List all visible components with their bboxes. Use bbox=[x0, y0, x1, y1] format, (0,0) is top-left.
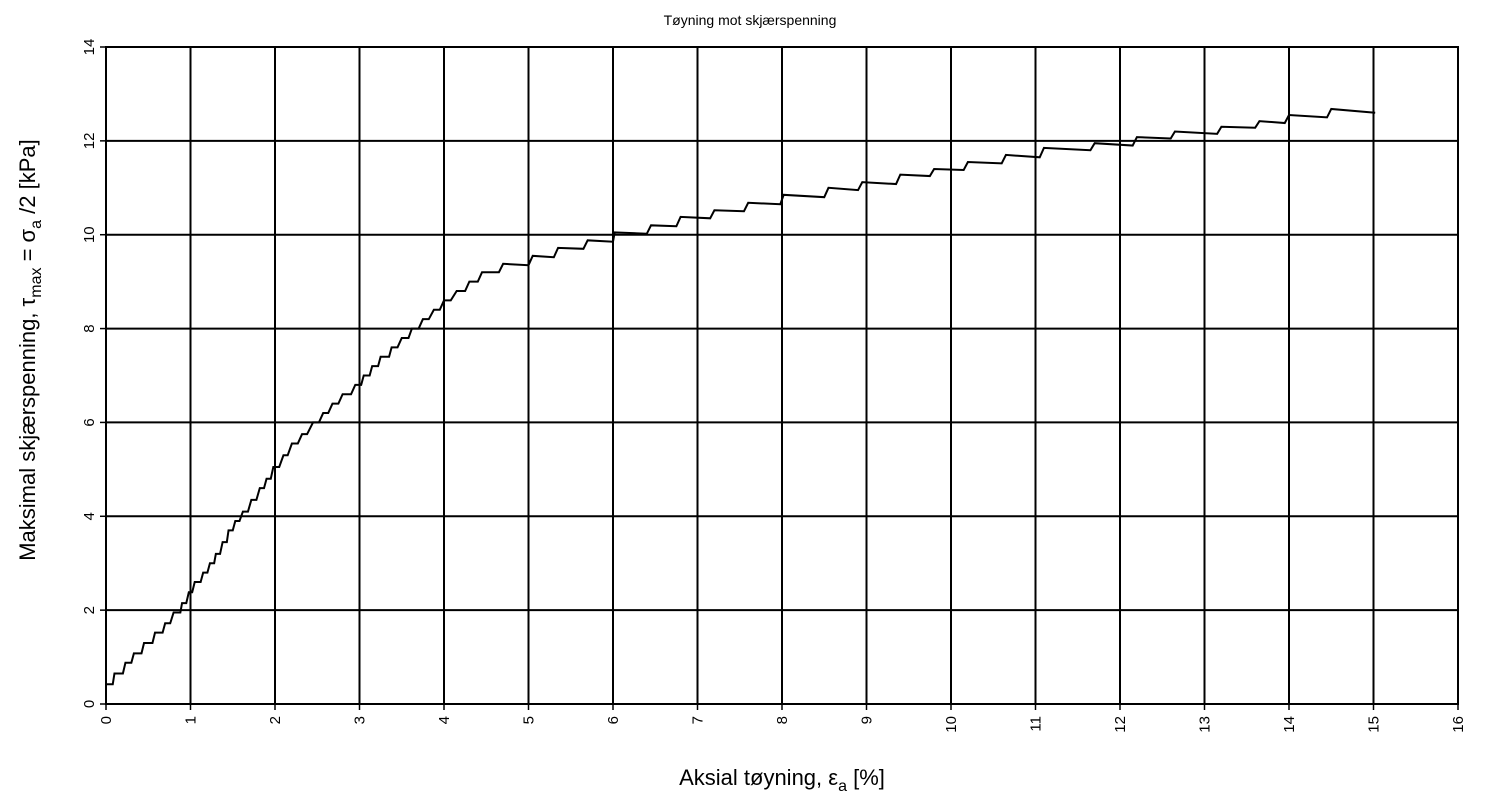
x-tick-label: 1 bbox=[183, 716, 200, 724]
x-tick-label: 14 bbox=[1281, 716, 1298, 733]
x-tick-label: 2 bbox=[267, 716, 284, 724]
y-tick-label: 6 bbox=[81, 418, 98, 426]
y-tick-label: 10 bbox=[81, 226, 98, 243]
x-label-sub: a bbox=[838, 778, 847, 795]
y-tick-label: 8 bbox=[81, 324, 98, 332]
x-tick-label: 9 bbox=[859, 716, 876, 724]
y-label-part: = σ bbox=[15, 228, 40, 267]
x-tick-label: 12 bbox=[1112, 716, 1129, 733]
x-tick-label: 3 bbox=[352, 716, 369, 724]
y-tick-label: 0 bbox=[81, 700, 98, 708]
y-tick-label: 14 bbox=[81, 39, 98, 56]
plot-frame bbox=[105, 46, 1459, 705]
x-axis-label: Aksial tøyning, εa [%] bbox=[679, 765, 885, 795]
x-tick-label: 4 bbox=[436, 716, 453, 724]
data-line bbox=[106, 107, 1376, 686]
x-tick-label: 15 bbox=[1366, 716, 1383, 733]
x-tick-label: 10 bbox=[943, 716, 960, 733]
y-label-sub: max bbox=[28, 268, 45, 298]
y-label-part: Maksimal skjærspenning, τ bbox=[15, 297, 40, 560]
x-tick-label: 8 bbox=[774, 716, 791, 724]
chart-title: Tøyning mot skjærspenning bbox=[664, 12, 837, 28]
x-tick-label: 7 bbox=[690, 716, 707, 724]
y-label-part: /2 [kPa] bbox=[15, 139, 40, 220]
x-tick-label: 16 bbox=[1450, 716, 1467, 733]
x-tick-label: 13 bbox=[1197, 716, 1214, 733]
y-tick-label: 2 bbox=[81, 606, 98, 614]
x-tick-label: 5 bbox=[521, 716, 538, 724]
y-axis-label: Maksimal skjærspenning, τmax = σa /2 [kP… bbox=[15, 139, 45, 561]
x-tick-label: 0 bbox=[98, 716, 115, 724]
y-tick-label: 12 bbox=[81, 133, 98, 150]
y-label-sub: a bbox=[28, 220, 45, 229]
x-label-part: Aksial tøyning, ε bbox=[679, 765, 838, 790]
x-label-part: [%] bbox=[847, 765, 885, 790]
y-tick-label: 4 bbox=[81, 512, 98, 520]
x-tick-label: 6 bbox=[605, 716, 622, 724]
x-tick-label: 11 bbox=[1028, 716, 1045, 732]
